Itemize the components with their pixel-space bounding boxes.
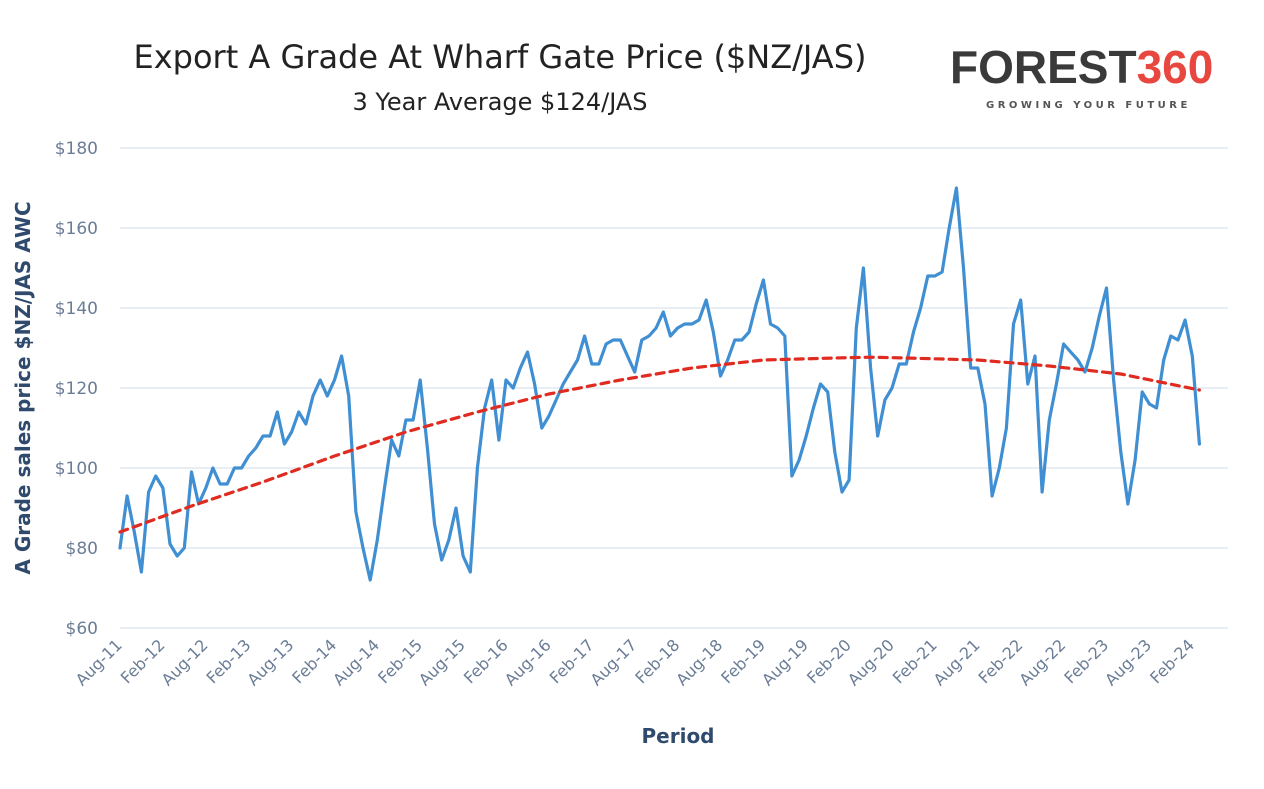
logo-tagline: GROWING YOUR FUTURE	[986, 100, 1191, 111]
x-tick-label: Aug-11	[72, 635, 126, 689]
y-tick-label: $140	[55, 299, 98, 319]
x-axis-label: Period	[642, 724, 715, 748]
x-tick-label: Aug-18	[672, 635, 726, 689]
x-tick-labels: Aug-11Feb-12Aug-12Feb-13Aug-13Feb-14Aug-…	[72, 635, 1198, 689]
x-tick-label: Aug-21	[930, 635, 984, 689]
trend-line-dashed	[118, 355, 1202, 534]
x-tick-label: Aug-15	[415, 635, 469, 689]
x-tick-label: Aug-23	[1101, 635, 1155, 689]
x-tick-label: Aug-13	[243, 635, 297, 689]
y-tick-label: $80	[66, 539, 98, 559]
y-axis-label: A Grade sales price $NZ/JAS AWC	[11, 201, 35, 574]
y-tick-labels: $60 $80 $100 $120 $140 $160 $180	[55, 139, 98, 639]
x-tick-label: Aug-17	[587, 635, 641, 689]
svg-text:FOREST360: FOREST360	[950, 41, 1213, 93]
forest360-logo: FOREST360 GROWING YOUR FUTURE	[950, 41, 1213, 111]
chart-title: Export A Grade At Wharf Gate Price ($NZ/…	[134, 38, 867, 76]
gridlines	[120, 147, 1228, 629]
y-tick-label: $60	[66, 619, 98, 639]
y-tick-label: $120	[55, 379, 98, 399]
y-tick-label: $160	[55, 219, 98, 239]
y-tick-label: $180	[55, 139, 98, 159]
x-tick-label: Aug-20	[844, 635, 898, 689]
x-tick-label: Feb-24	[1146, 635, 1198, 687]
logo-brand-number: 360	[1137, 41, 1214, 93]
logo-brand-main: FOREST	[950, 41, 1137, 93]
x-tick-label: Aug-16	[501, 635, 555, 689]
x-tick-label: Aug-14	[329, 635, 383, 689]
series-lines	[118, 186, 1202, 582]
y-tick-label: $100	[55, 459, 98, 479]
x-tick-label: Aug-12	[158, 635, 212, 689]
chart-subtitle: 3 Year Average $124/JAS	[353, 88, 648, 116]
price-series-line	[118, 186, 1202, 582]
x-tick-label: Aug-19	[758, 635, 812, 689]
x-tick-label: Aug-22	[1015, 635, 1069, 689]
